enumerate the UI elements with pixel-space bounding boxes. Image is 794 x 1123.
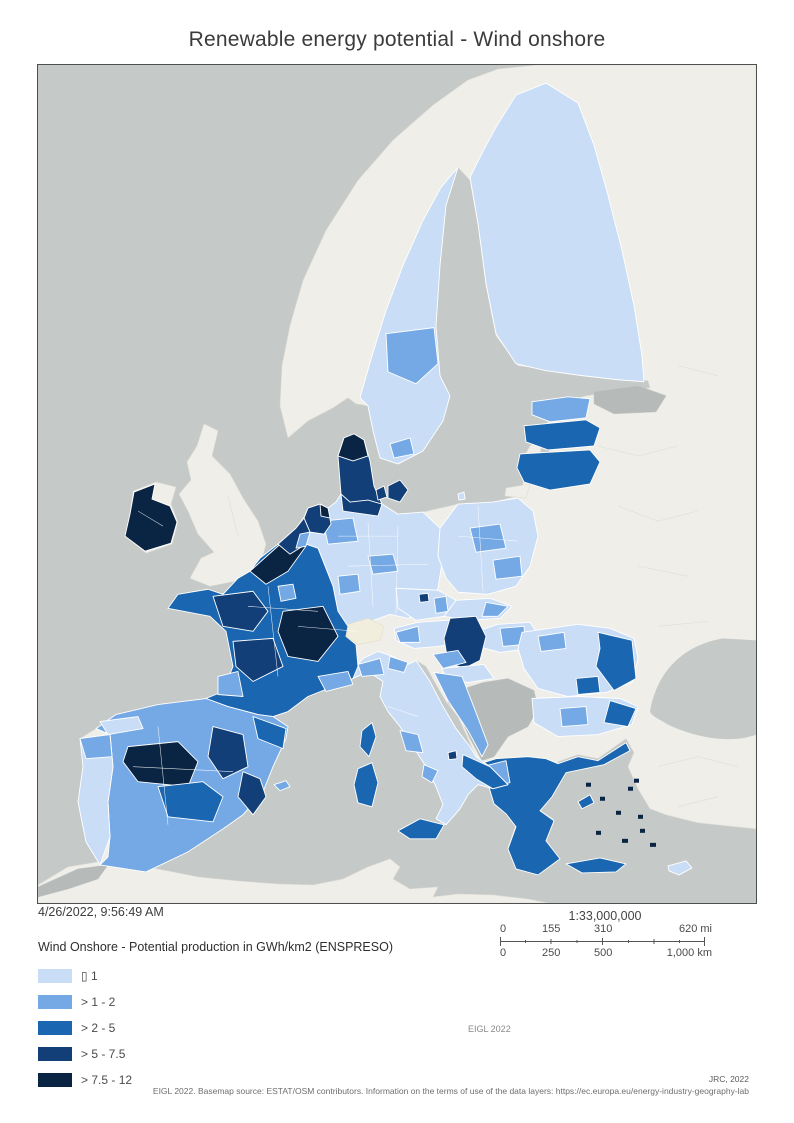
legend-swatch: [38, 1047, 72, 1061]
eigl-watermark: EIGL 2022: [468, 1024, 511, 1034]
region-poland: [437, 497, 539, 595]
scale-bar: [500, 937, 705, 946]
region-baltics: [504, 396, 601, 499]
credit-agency: JRC, 2022: [708, 1074, 749, 1084]
legend-item: > 5 - 7.5: [38, 1041, 132, 1067]
region-slovakia: [443, 597, 513, 621]
legend-item: > 7.5 - 12: [38, 1067, 132, 1093]
legend-swatch: [38, 1073, 72, 1087]
legend-item: ▯ 1: [38, 963, 132, 989]
region-benelux: [277, 503, 332, 555]
map-timestamp: 4/26/2022, 9:56:49 AM: [38, 905, 164, 919]
legend-title: Wind Onshore - Potential production in G…: [38, 940, 393, 954]
scale-tick: 0: [500, 923, 507, 935]
region-ireland: [124, 483, 178, 552]
legend-item: > 2 - 5: [38, 1015, 132, 1041]
scale-tick: 500: [594, 947, 613, 959]
scale-tick: 155: [542, 923, 561, 935]
region-romania: [517, 623, 639, 697]
region-italy: [352, 650, 509, 840]
admin-borders: [227, 365, 739, 808]
legend-swatch: [38, 969, 72, 983]
region-slovenia-croatia: [432, 649, 495, 758]
aegean-islands: [586, 778, 656, 847]
black-sea: [650, 638, 756, 740]
legend-label: ▯ 1: [81, 969, 98, 983]
legend: ▯ 1 > 1 - 2 > 2 - 5 > 5 - 7.5 > 7.5 - 12: [38, 963, 132, 1093]
region-great-britain: [178, 423, 267, 587]
region-russia-patch: [593, 385, 667, 415]
region-cyprus: [667, 860, 693, 876]
scale-tick: 620 mi: [678, 923, 712, 935]
region-denmark: [337, 433, 466, 505]
page-title: Renewable energy potential - Wind onshor…: [188, 28, 606, 51]
scale-tick: 0: [500, 947, 507, 959]
legend-item: > 1 - 2: [38, 989, 132, 1015]
legend-swatch: [38, 1021, 72, 1035]
scale-miles-labels: 0 155 310 620 mi: [498, 923, 712, 935]
region-sweden: [359, 166, 459, 465]
region-finland: [469, 82, 645, 383]
legend-label: > 5 - 7.5: [81, 1047, 126, 1061]
legend-label: > 2 - 5: [81, 1021, 116, 1035]
legend-swatch: [38, 995, 72, 1009]
legend-label: > 1 - 2: [81, 995, 116, 1009]
map-canvas: [37, 64, 757, 904]
scale-km-labels: 0 250 500 1,000 km: [498, 947, 712, 959]
scale-tick: 1,000 km: [666, 947, 712, 959]
scale-tick: 310: [594, 923, 613, 935]
scale-tick: 250: [542, 947, 561, 959]
credit-attribution: EIGL 2022. Basemap source: ESTAT/OSM con…: [152, 1086, 749, 1096]
region-iberia: [77, 698, 291, 873]
europe-map: [38, 65, 756, 903]
scale-ratio: 1:33,000,000: [568, 909, 642, 923]
region-france: [167, 530, 377, 758]
region-bulgaria: [531, 696, 639, 738]
region-borders-layer: [132, 506, 519, 825]
legend-label: > 7.5 - 12: [81, 1073, 133, 1087]
eu-regions-layer: [77, 82, 693, 876]
region-switzerland: [345, 617, 385, 645]
